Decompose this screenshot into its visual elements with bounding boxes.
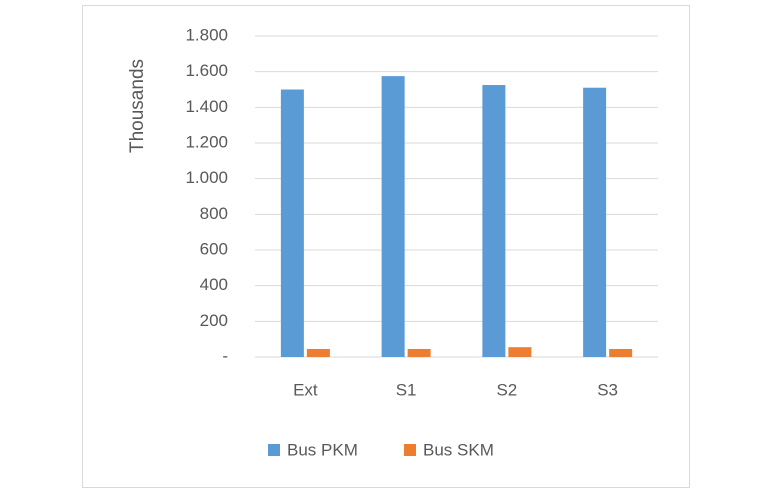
- y-tick-label: 800: [200, 204, 228, 223]
- y-tick-label: -: [222, 346, 228, 365]
- x-tick-label: S2: [496, 380, 517, 399]
- y-tick-label: 200: [200, 311, 228, 330]
- bar: [482, 85, 506, 358]
- y-tick-label: 1.200: [185, 132, 228, 151]
- y-tick-label: 1.600: [185, 61, 228, 80]
- legend-swatch: [268, 444, 280, 456]
- y-tick-label: 1.400: [185, 97, 228, 116]
- legend-label: Bus SKM: [423, 440, 494, 459]
- bar: [609, 348, 633, 357]
- x-tick-label: S1: [396, 380, 417, 399]
- bar: [407, 348, 431, 357]
- bar: [508, 347, 532, 357]
- y-tick-label: 400: [200, 275, 228, 294]
- legend-label: Bus PKM: [287, 440, 358, 459]
- y-tick-label: 600: [200, 239, 228, 258]
- y-tick-label: 1.000: [185, 168, 228, 187]
- x-tick-label: S3: [597, 380, 618, 399]
- bar: [306, 348, 330, 357]
- y-tick-label: 1.800: [185, 25, 228, 44]
- bar: [280, 89, 304, 357]
- bar: [381, 76, 405, 357]
- legend-swatch: [404, 444, 416, 456]
- x-tick-label: Ext: [293, 380, 318, 399]
- y-axis-title: Thousands: [127, 59, 148, 153]
- bar: [583, 87, 607, 357]
